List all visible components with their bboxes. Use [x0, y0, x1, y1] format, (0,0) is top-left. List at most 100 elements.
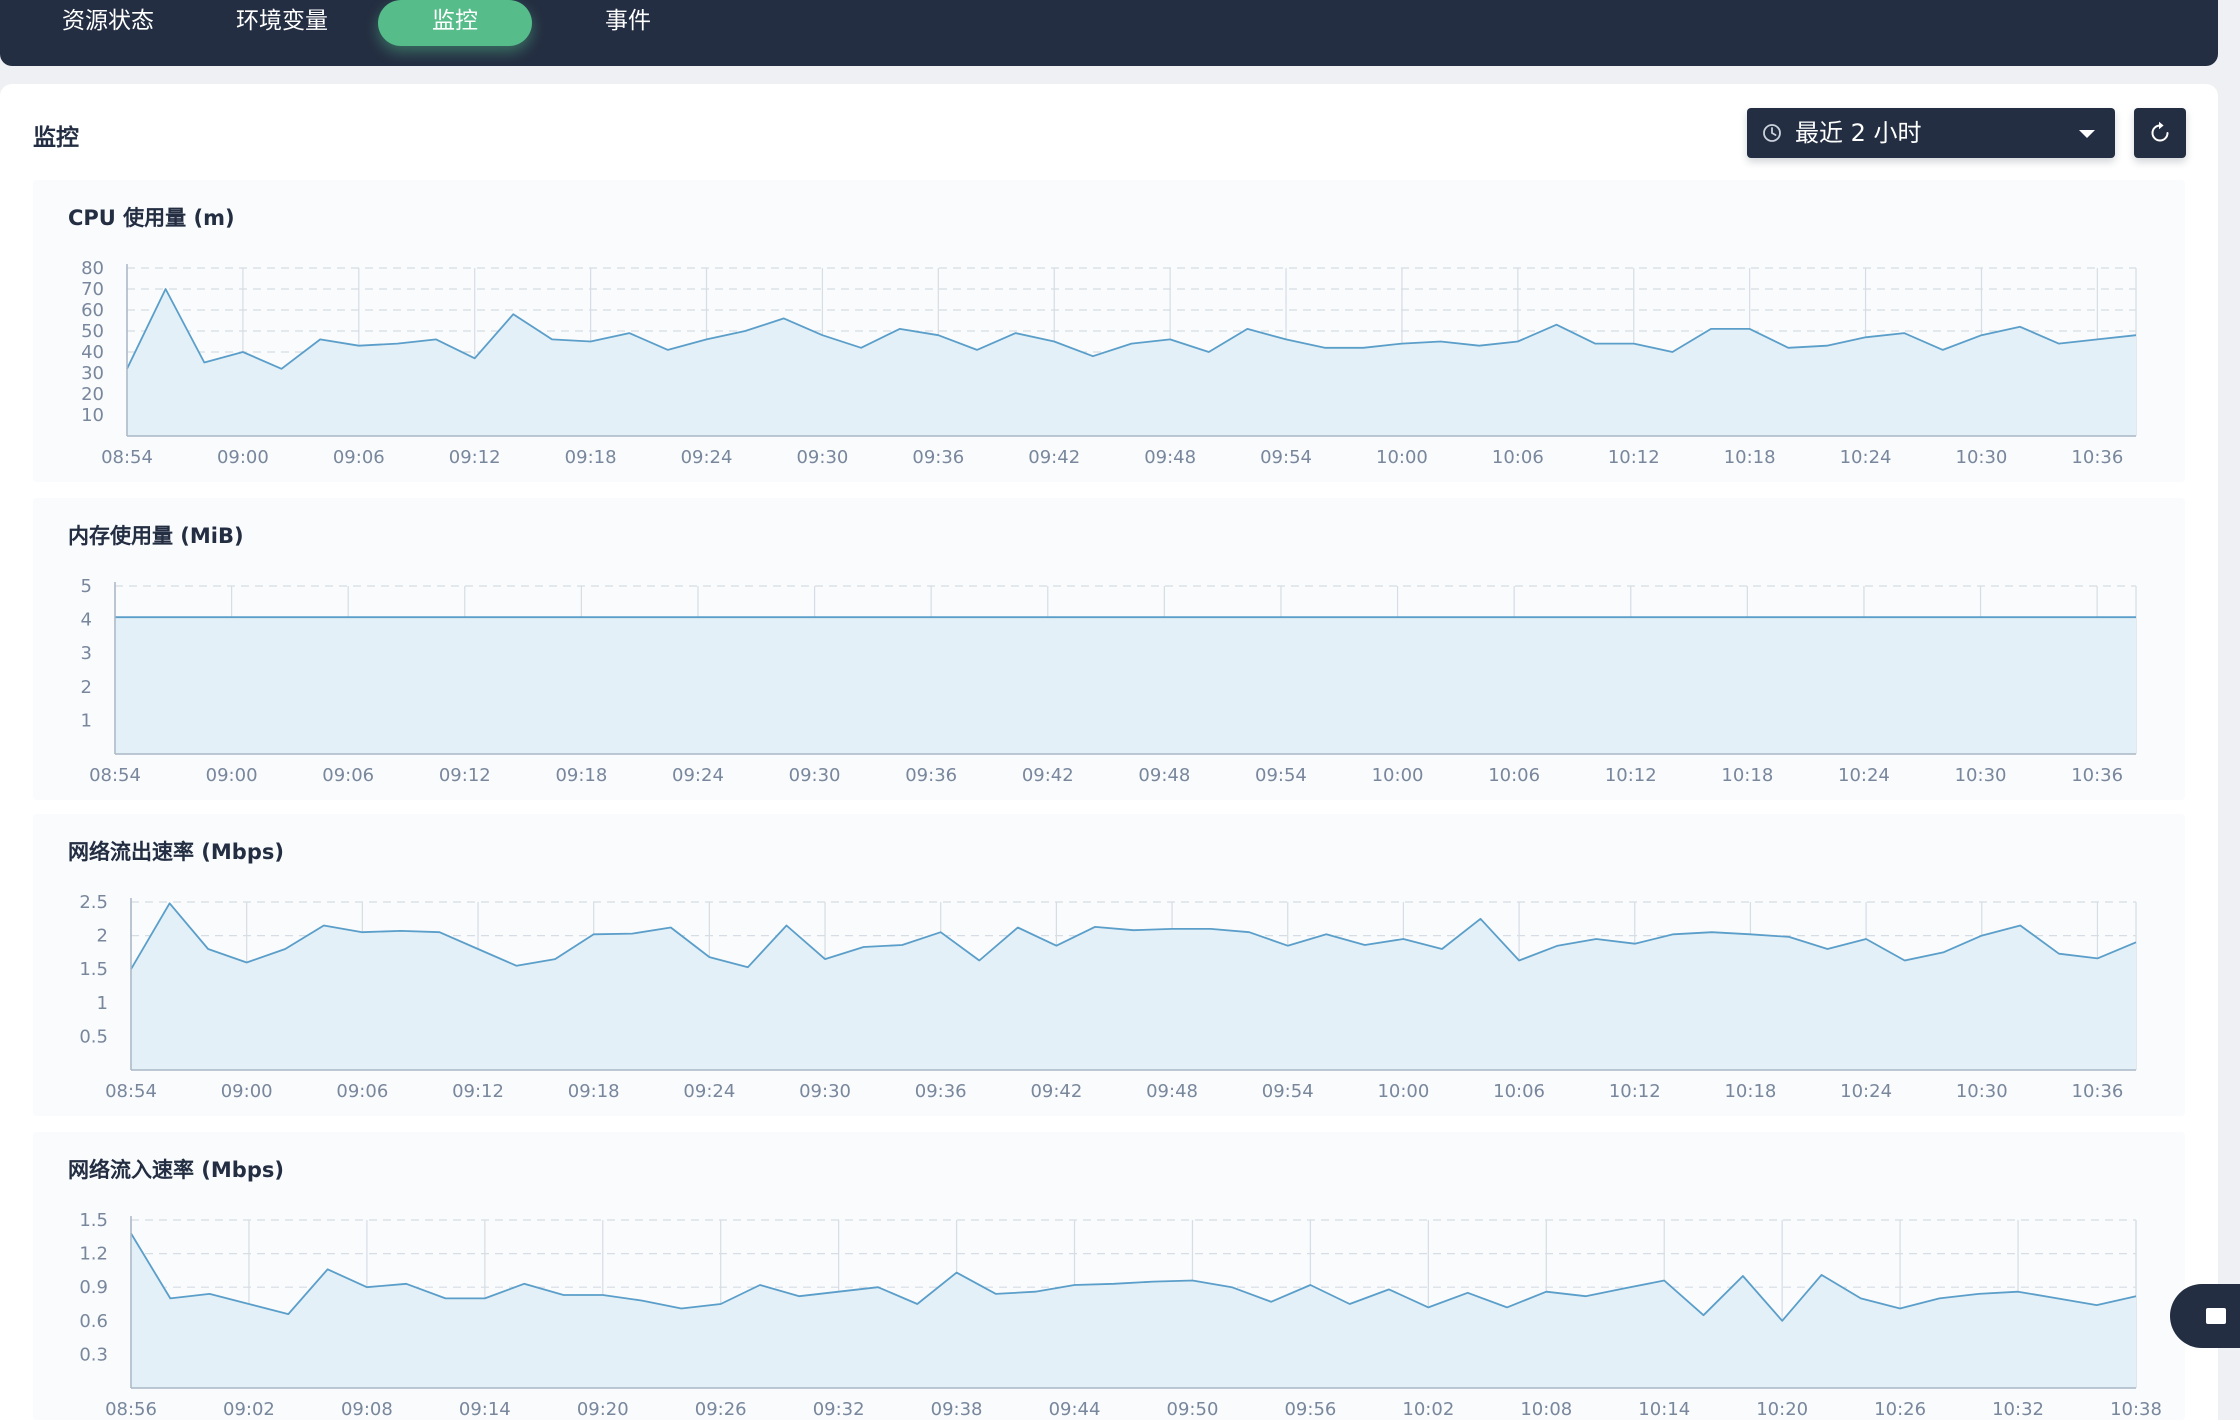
x-tick-label: 10:08 [1520, 1399, 1572, 1420]
refresh-icon [2151, 121, 2169, 142]
x-tick-label: 10:24 [1840, 1081, 1892, 1102]
x-tick-label: 09:30 [796, 447, 848, 468]
series-area [131, 903, 2136, 1070]
y-tick-label: 30 [81, 363, 104, 384]
x-tick-label: 09:36 [912, 447, 964, 468]
x-tick-label: 10:00 [1372, 765, 1424, 786]
network-outbound-card: 网络流出速率 (Mbps) 0.5 1 1.5 2 2.5 08:54 09:00 09:06… [33, 814, 2185, 1116]
y-tick-label: 0.9 [79, 1277, 108, 1298]
x-tick-label: 10:18 [1724, 447, 1776, 468]
network-inbound-chart: 0.3 0.6 0.9 1.2 1.5 08:56 09:02 09:08 09:14 09:20… [79, 1210, 2162, 1420]
x-tick-label: 10:14 [1638, 1399, 1690, 1420]
x-tick-label: 09:00 [206, 765, 258, 786]
x-tick-label: 10:06 [1493, 1081, 1545, 1102]
x-tick-label: 09:06 [333, 447, 385, 468]
memory-usage-card: 内存使用量 (MiB) 1 2 3 4 5 08:54 09:00 09:06 09:12 09:… [33, 498, 2185, 800]
x-tick-label: 09:26 [695, 1399, 747, 1420]
refresh-button[interactable] [2134, 108, 2186, 158]
series-area [131, 1233, 2136, 1388]
y-tick-label: 2.5 [79, 892, 108, 913]
x-tick-label: 10:02 [1402, 1399, 1454, 1420]
x-tick-label: 10:32 [1992, 1399, 2044, 1420]
x-tick-label: 10:18 [1721, 765, 1773, 786]
y-tick-label: 50 [81, 321, 104, 342]
x-tick-label: 10:36 [2071, 447, 2123, 468]
x-tick-label: 09:00 [217, 447, 269, 468]
x-tick-label: 10:12 [1608, 447, 1660, 468]
x-tick-label: 09:48 [1138, 765, 1190, 786]
x-tick-label: 09:36 [905, 765, 957, 786]
y-tick-label: 1.5 [79, 959, 108, 980]
y-tick-label: 60 [81, 300, 104, 321]
x-tick-label: 10:12 [1609, 1081, 1661, 1102]
x-tick-label: 08:54 [105, 1081, 157, 1102]
tab-environment-variables[interactable]: 环境变量 [236, 8, 328, 34]
memory-usage-chart: 1 2 3 4 5 08:54 09:00 09:06 09:12 09:18 09:24 09:30… [81, 576, 2137, 786]
x-tick-label: 09:42 [1030, 1081, 1082, 1102]
x-tick-label: 09:06 [322, 765, 374, 786]
y-tick-label: 80 [81, 258, 104, 279]
y-tick-label: 10 [81, 405, 104, 426]
tab-resource-status[interactable]: 资源状态 [62, 8, 154, 34]
y-tick-label: 3 [81, 643, 92, 664]
x-tick-label: 10:30 [1955, 765, 2007, 786]
x-tick-label: 08:54 [101, 447, 153, 468]
x-tick-label: 10:00 [1376, 447, 1428, 468]
series-line [130, 902, 2137, 970]
y-tick-label: 0.5 [79, 1026, 108, 1047]
series-line [130, 1232, 2137, 1322]
x-tick-label: 10:30 [1956, 447, 2008, 468]
x-tick-label: 09:12 [449, 447, 501, 468]
x-tick-label: 10:38 [2110, 1399, 2162, 1420]
x-tick-label: 09:48 [1144, 447, 1196, 468]
chart-title: 网络流入速率 (Mbps) [68, 1158, 284, 1182]
x-tick-label: 09:00 [221, 1081, 273, 1102]
x-tick-label: 09:12 [439, 765, 491, 786]
x-tick-label: 09:42 [1028, 447, 1080, 468]
x-tick-label: 08:56 [105, 1399, 157, 1420]
x-tick-label: 09:38 [931, 1399, 983, 1420]
x-tick-label: 09:30 [789, 765, 841, 786]
series-area [127, 289, 2136, 436]
x-tick-label: 09:48 [1146, 1081, 1198, 1102]
time-range-select[interactable]: 最近 2 小时 [1747, 108, 2115, 158]
x-tick-label: 10:26 [1874, 1399, 1926, 1420]
tab-events[interactable]: 事件 [605, 8, 651, 34]
x-tick-label: 09:18 [568, 1081, 620, 1102]
y-tick-label: 40 [81, 342, 104, 363]
chevron-down-icon [2079, 130, 2095, 138]
y-tick-label: 1.5 [79, 1210, 108, 1231]
message-icon [2206, 1308, 2226, 1324]
x-tick-label: 09:06 [336, 1081, 388, 1102]
y-tick-label: 2 [81, 677, 92, 698]
x-tick-label: 09:54 [1262, 1081, 1314, 1102]
feedback-button[interactable] [2170, 1284, 2240, 1348]
x-tick-label: 09:24 [681, 447, 733, 468]
panel-title: 监控 [33, 125, 79, 151]
y-tick-label: 1 [97, 993, 108, 1014]
y-tick-label: 20 [81, 384, 104, 405]
series-line [126, 288, 2137, 370]
time-range-label: 最近 2 小时 [1795, 119, 1922, 147]
x-tick-label: 09:44 [1049, 1399, 1101, 1420]
x-tick-label: 09:08 [341, 1399, 393, 1420]
cpu-usage-card: CPU 使用量 (m) 10 20 30 40 50 60 70 80 08:54 09:00 09… [33, 180, 2185, 482]
x-tick-label: 09:32 [813, 1399, 865, 1420]
x-tick-label: 09:20 [577, 1399, 629, 1420]
tab-monitoring[interactable]: 监控 [378, 0, 532, 46]
x-tick-label: 10:24 [1838, 765, 1890, 786]
x-tick-label: 09:02 [223, 1399, 275, 1420]
x-tick-label: 10:20 [1756, 1399, 1808, 1420]
x-tick-label: 09:24 [672, 765, 724, 786]
x-tick-label: 10:36 [2072, 1081, 2124, 1102]
x-tick-label: 10:00 [1377, 1081, 1429, 1102]
y-tick-label: 0.3 [79, 1344, 108, 1365]
series-area [115, 617, 2136, 754]
x-tick-label: 10:12 [1605, 765, 1657, 786]
chart-title: 内存使用量 (MiB) [68, 524, 244, 548]
x-tick-label: 08:54 [89, 765, 141, 786]
x-tick-label: 09:14 [459, 1399, 511, 1420]
x-tick-label: 09:12 [452, 1081, 504, 1102]
y-tick-label: 1 [81, 710, 92, 731]
